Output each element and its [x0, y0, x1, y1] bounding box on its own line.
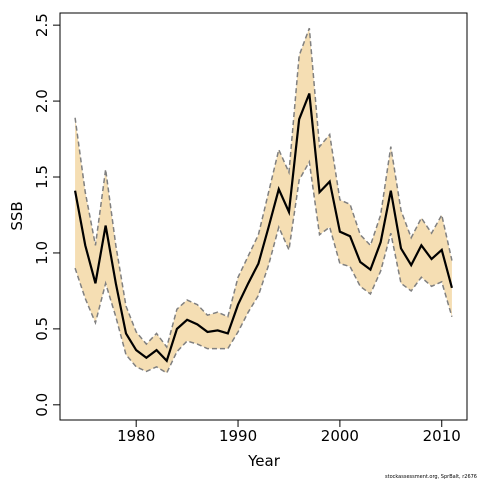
y-tick-label: 0.5 [33, 317, 51, 341]
y-tick-label: 1.5 [33, 165, 51, 189]
band-lower [74, 159, 453, 374]
y-tick-label: 1.0 [33, 241, 51, 265]
plot-frame [59, 12, 468, 421]
y-axis-label: SSB [8, 201, 26, 230]
x-tick-label: 1990 [219, 427, 257, 445]
x-axis-label: Year [247, 452, 281, 470]
ssb-line [73, 93, 453, 363]
y-tick-label: 0.0 [33, 393, 51, 417]
x-tick-label: 1980 [117, 427, 155, 445]
x-tick-label: 2000 [321, 427, 359, 445]
y-tick-label: 2.0 [33, 89, 51, 113]
x-tick-label: 2010 [423, 427, 461, 445]
credit: stockassessment.org, SprBalt, r2676 [385, 474, 477, 480]
y-tick-label: 2.5 [33, 13, 51, 37]
